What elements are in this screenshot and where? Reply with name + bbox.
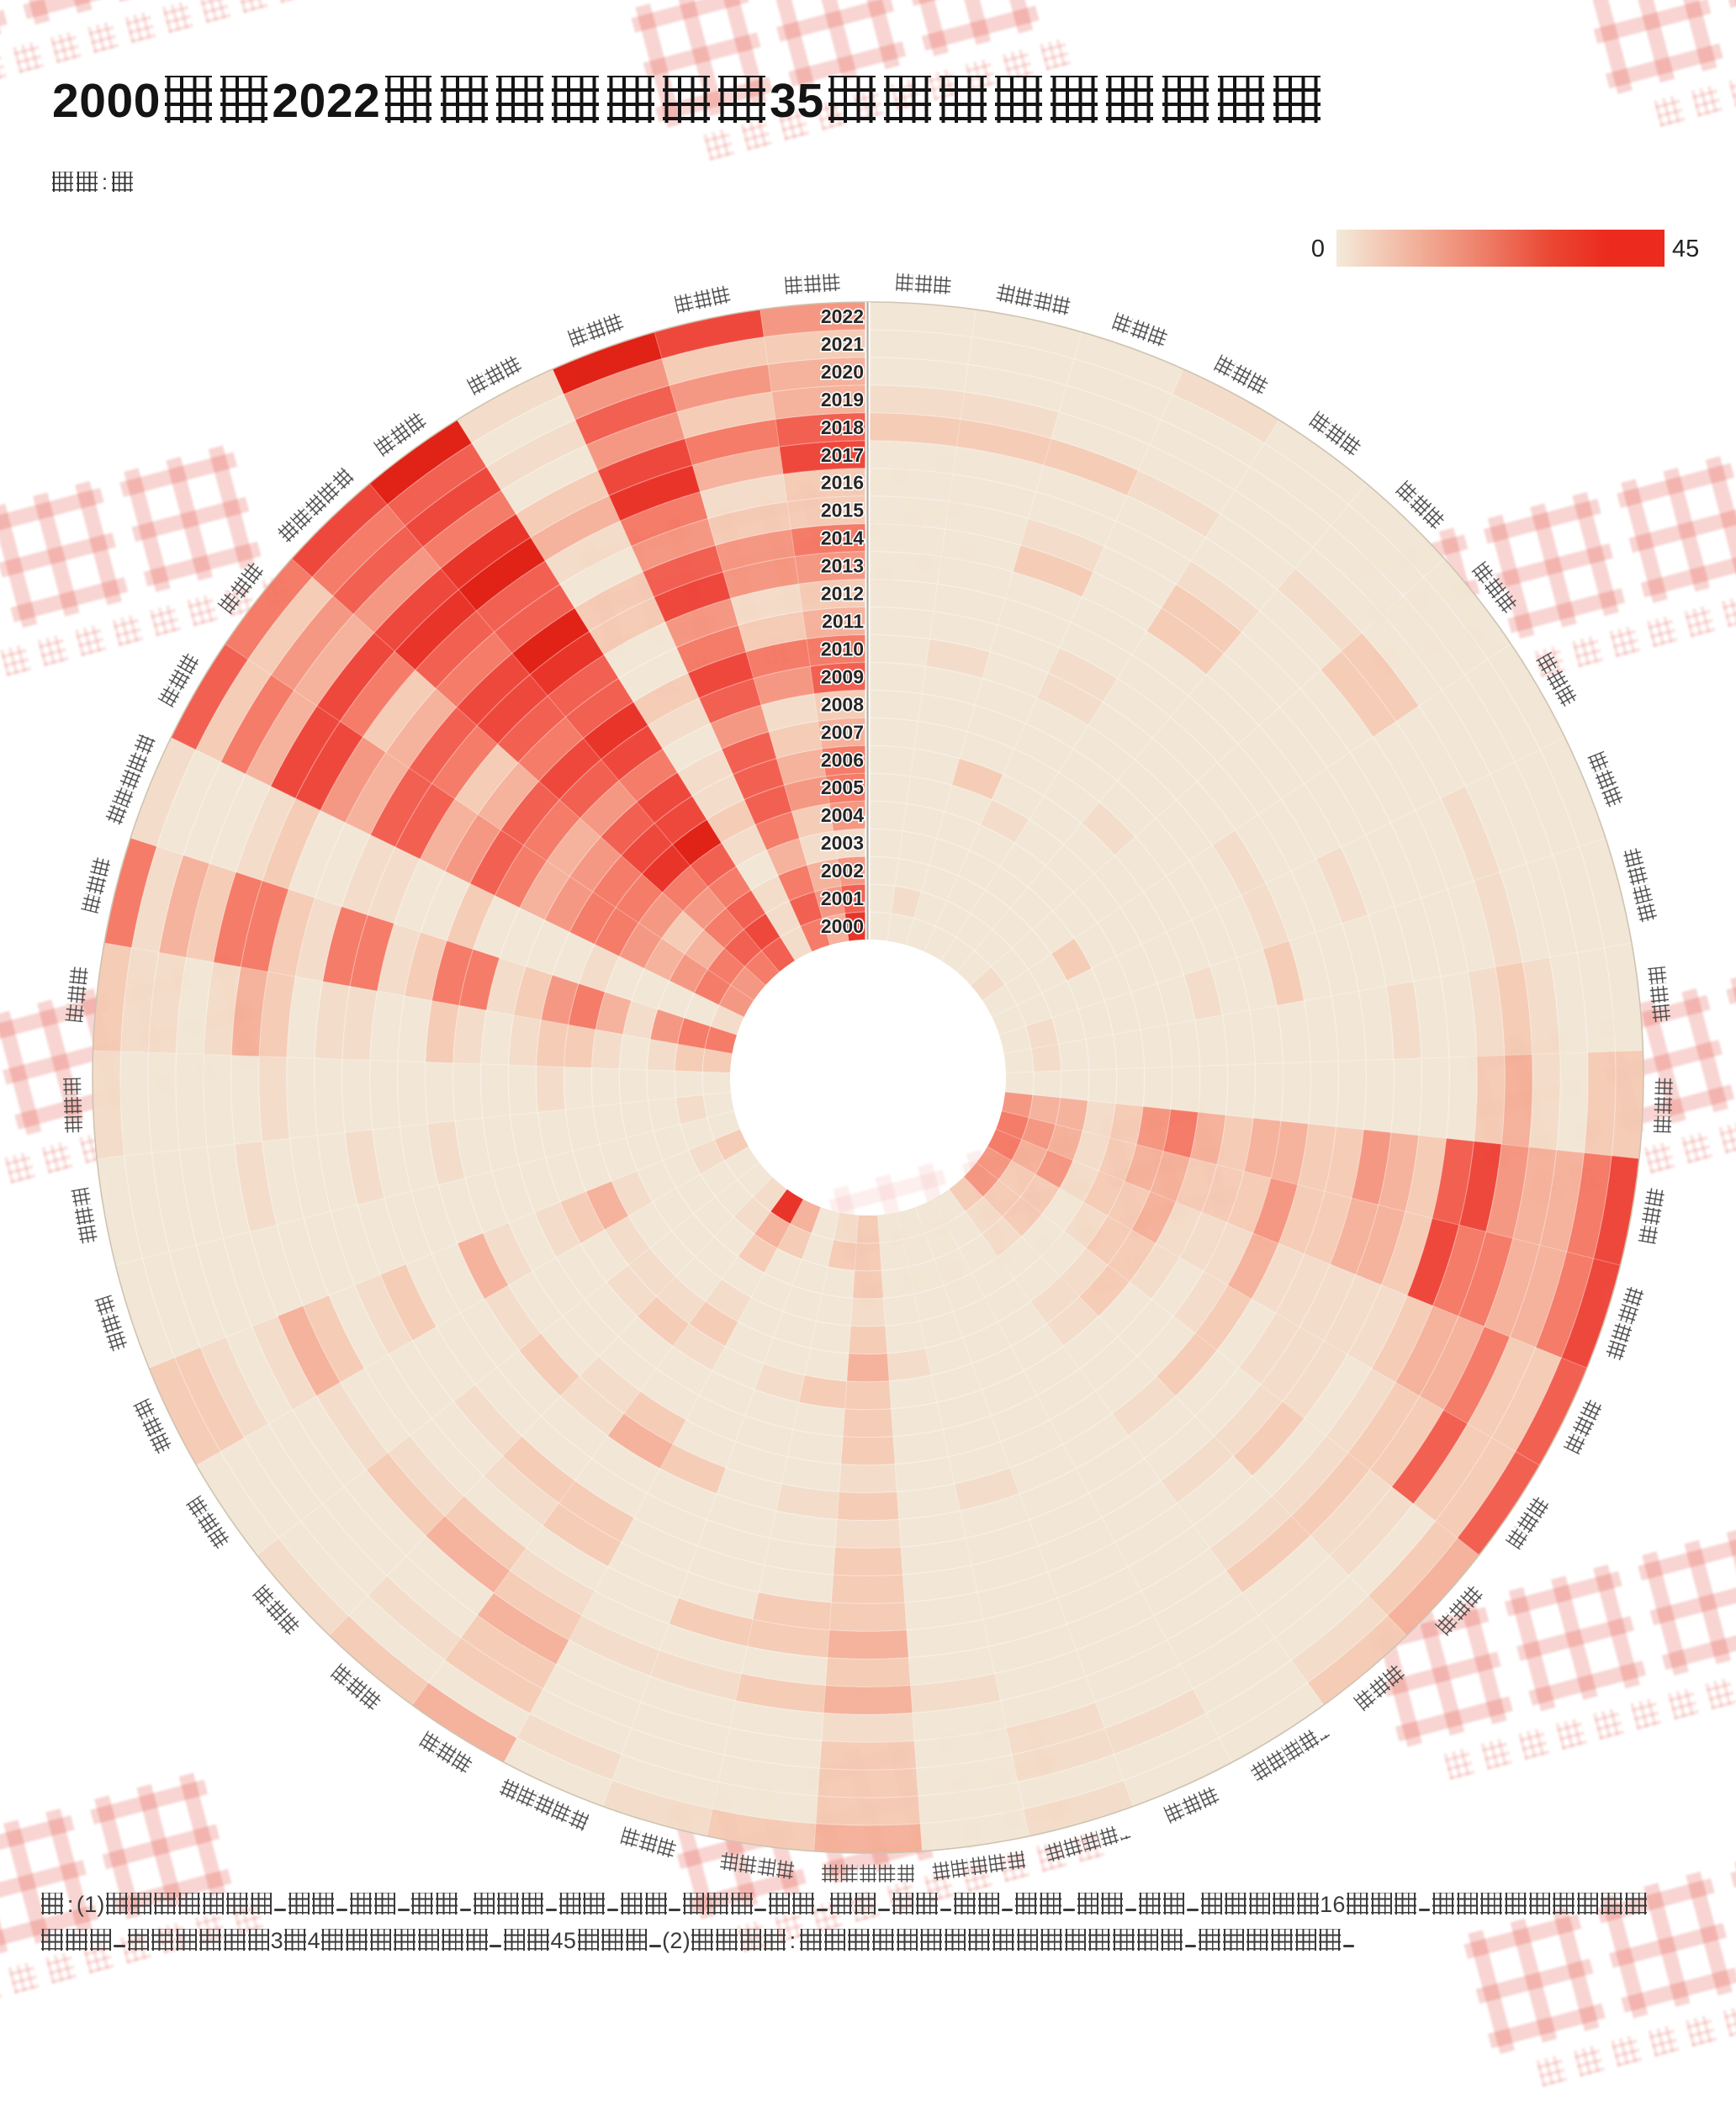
svg-text:2004: 2004 xyxy=(821,804,864,826)
svg-text:2001: 2001 xyxy=(821,887,864,909)
svg-text:2000: 2000 xyxy=(821,915,864,937)
svg-text:2010: 2010 xyxy=(821,638,864,660)
svg-text:2013: 2013 xyxy=(821,555,864,577)
svg-text:2017: 2017 xyxy=(821,444,864,466)
svg-text:2011: 2011 xyxy=(822,611,864,633)
svg-text:2003: 2003 xyxy=(821,832,864,854)
svg-text:2021: 2021 xyxy=(821,333,864,355)
svg-text:2007: 2007 xyxy=(821,721,864,743)
svg-text:2009: 2009 xyxy=(821,665,864,687)
svg-text:2022: 2022 xyxy=(821,305,864,327)
svg-text:2002: 2002 xyxy=(821,860,864,882)
svg-text:2014: 2014 xyxy=(821,527,864,549)
svg-text:2018: 2018 xyxy=(821,416,864,438)
svg-text:2020: 2020 xyxy=(821,361,864,383)
svg-text:2019: 2019 xyxy=(821,389,864,410)
svg-text:2015: 2015 xyxy=(821,500,864,522)
svg-text:2006: 2006 xyxy=(821,749,864,771)
svg-text:2005: 2005 xyxy=(821,776,864,798)
svg-text:2012: 2012 xyxy=(821,583,864,605)
svg-text:2016: 2016 xyxy=(821,472,864,494)
svg-text:2008: 2008 xyxy=(821,693,864,715)
